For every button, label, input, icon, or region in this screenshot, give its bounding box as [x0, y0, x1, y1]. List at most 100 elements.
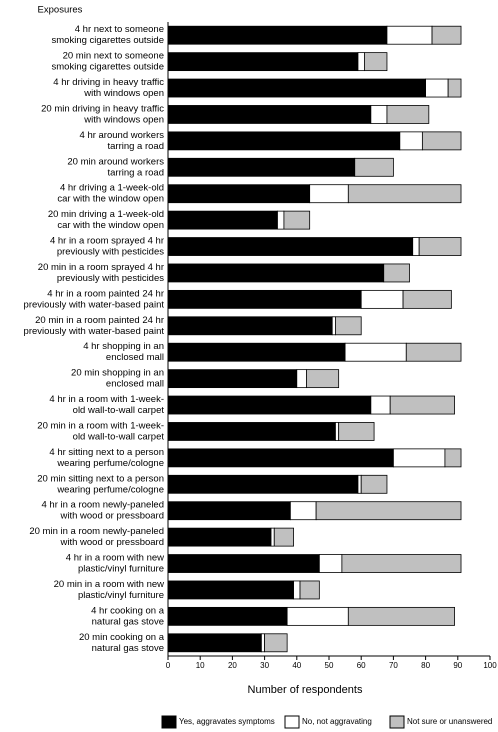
bar-segment: [167, 448, 394, 468]
bar-segment: [341, 554, 462, 573]
bar-segment: [167, 527, 272, 547]
category-label: 4 hr in a room with 1-week-: [49, 394, 164, 405]
bar-segment: [370, 395, 391, 415]
category-label: 20 min in a room with new: [54, 579, 164, 590]
category-label: 4 hr shopping in an: [83, 341, 164, 352]
bar-segment: [277, 210, 285, 230]
bar-segment: [418, 237, 462, 256]
category-label: previously with pesticides: [57, 273, 164, 284]
category-label: 4 hr in a room newly-paneled: [41, 500, 164, 511]
legend-swatch: [161, 715, 177, 729]
bar-segment: [347, 606, 455, 626]
category-label: wearing perfume/cologne: [56, 458, 164, 469]
bar-segment: [260, 633, 266, 653]
legend-swatch: [284, 715, 300, 729]
bar-segment: [264, 633, 288, 653]
bar-segment: [167, 184, 311, 204]
category-label: 4 hr driving in heavy traffic: [53, 77, 164, 88]
bar-segment: [167, 237, 414, 256]
x-tick-label: 40: [292, 661, 301, 670]
x-tick-label: 70: [389, 661, 398, 670]
bar-segment: [167, 157, 356, 177]
bar-segment: [167, 52, 359, 72]
bar-segment: [338, 422, 375, 441]
legend-swatch: [389, 715, 405, 729]
category-label: 20 min around workers: [67, 156, 164, 167]
category-label: plastic/vinyl furniture: [78, 564, 164, 575]
category-label: car with the window open: [57, 194, 164, 205]
bar-segment: [412, 237, 420, 256]
category-label: 4 hr in a room painted 24 hr: [47, 288, 164, 299]
bar-segment: [167, 580, 294, 600]
category-label: 20 min in a room with 1-week-: [37, 420, 164, 431]
bar-segment: [167, 263, 385, 283]
bar-segment: [399, 131, 423, 151]
bar-segment: [357, 474, 362, 494]
category-label: enclosed mall: [106, 352, 164, 363]
legend-label: Yes, aggravates symptoms: [179, 717, 275, 726]
bar-segment: [289, 501, 317, 521]
bar-segment: [167, 342, 346, 362]
bar-segment: [315, 501, 462, 521]
category-label: enclosed mall: [106, 379, 164, 390]
bar-segment: [293, 580, 301, 600]
category-label: 4 hr next to someone: [75, 24, 164, 35]
category-label: with wood or pressboard: [60, 537, 165, 548]
category-label: 20 min cooking on a: [79, 632, 165, 643]
bar-segment: [167, 501, 291, 521]
x-tick-label: 30: [260, 661, 269, 670]
bar-segment: [335, 422, 340, 441]
category-label: 20 min in a room newly-paneled: [29, 526, 164, 537]
x-tick-label: 20: [228, 661, 237, 670]
legend-label: Not sure or unanswered: [407, 717, 492, 726]
bar-segment: [431, 25, 462, 45]
bar-segment: [347, 184, 462, 204]
bar-segment: [392, 448, 446, 468]
bar-segment: [273, 527, 294, 547]
category-label: car with the window open: [57, 220, 164, 231]
category-label: previously with water-based paint: [24, 299, 165, 310]
bar-segment: [283, 210, 311, 230]
category-label: 20 min driving in heavy traffic: [41, 103, 164, 114]
bar-segment: [360, 474, 388, 494]
category-label: natural gas stove: [92, 616, 164, 627]
category-label: 20 min next to someone: [63, 51, 164, 62]
x-tick-label: 50: [325, 661, 334, 670]
category-label: 20 min in a room sprayed 4 hr: [38, 262, 164, 273]
bar-segment: [167, 289, 362, 309]
category-label: 4 hr driving a 1-week-old: [60, 183, 164, 194]
bar-segment: [167, 606, 288, 626]
x-tick-label: 90: [453, 661, 462, 670]
bar-segment: [167, 25, 388, 45]
bar-segment: [386, 25, 433, 45]
bar-segment: [402, 289, 452, 309]
category-label: 4 hr around workers: [80, 130, 165, 141]
x-tick-label: 80: [421, 661, 430, 670]
bar-segment: [386, 105, 430, 124]
bar-segment: [389, 395, 455, 415]
category-label: 20 min shopping in an: [71, 368, 164, 379]
category-label: previously with pesticides: [57, 247, 164, 258]
bar-segment: [167, 422, 336, 441]
category-label: tarring a road: [107, 141, 164, 152]
bar-segment: [167, 395, 372, 415]
bar-segment: [383, 263, 410, 283]
category-label: old wall-to-wall carpet: [73, 405, 165, 416]
bar-segment: [421, 131, 462, 151]
x-tick-label: 100: [483, 661, 497, 670]
bar-segment: [331, 316, 336, 336]
category-label: smoking cigarettes outside: [52, 62, 164, 73]
bar-segment: [167, 554, 320, 573]
bar-segment: [360, 289, 404, 309]
x-tick-label: 60: [357, 661, 366, 670]
bar-segment: [286, 606, 349, 626]
category-label: natural gas stove: [92, 643, 164, 654]
bar-segment: [344, 342, 407, 362]
x-axis-title: Number of respondents: [248, 684, 363, 696]
category-label: 4 hr in a room with new: [66, 553, 164, 564]
category-label: wearing perfume/cologne: [56, 484, 164, 495]
category-label: tarring a road: [107, 167, 164, 178]
category-label: previously with water-based paint: [24, 326, 165, 337]
bar-segment: [318, 554, 343, 573]
bar-segment: [296, 369, 307, 389]
